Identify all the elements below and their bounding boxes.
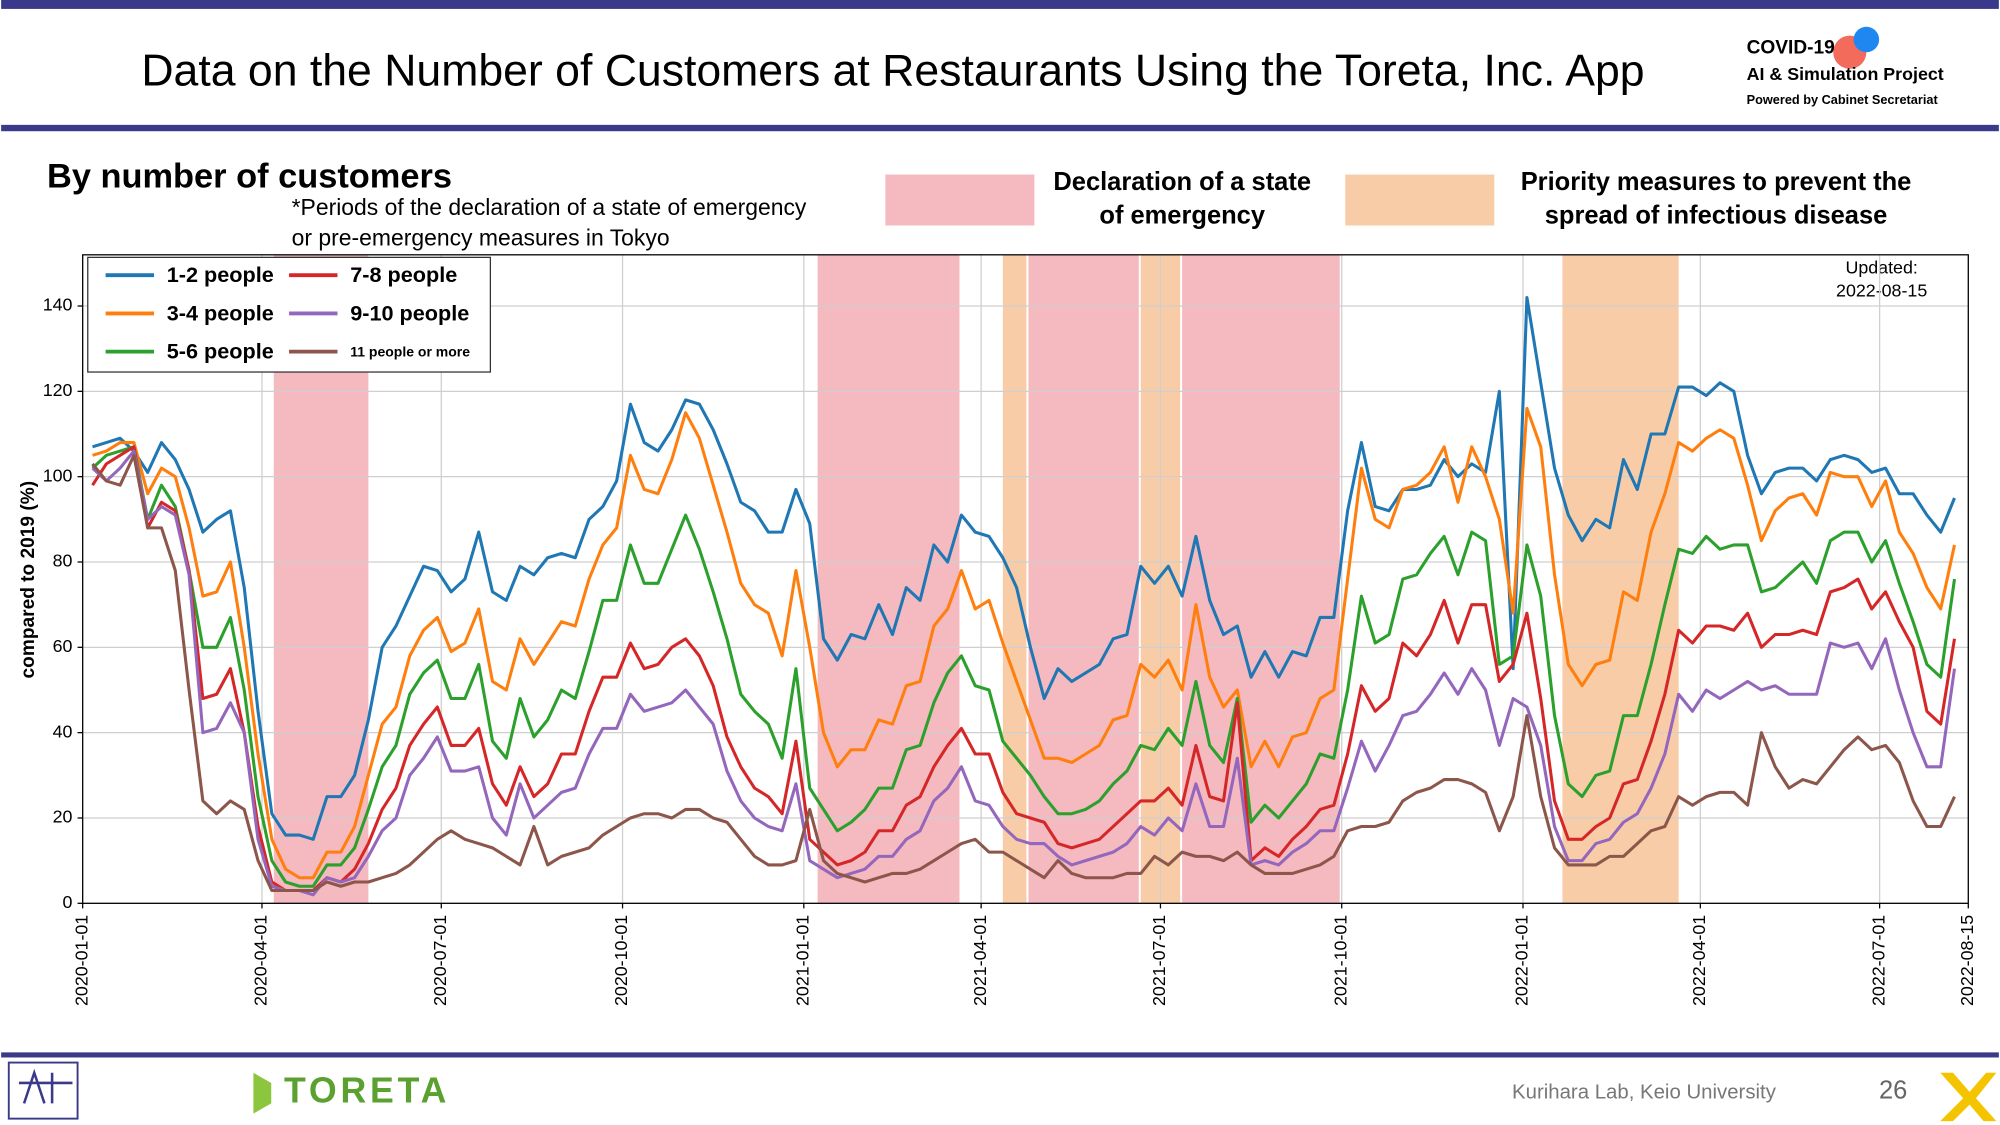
slide-title: Data on the Number of Customers at Resta… [141, 47, 1644, 96]
period-legend-label: Priority measures to prevent the [1521, 168, 1912, 196]
period-legend-swatch [1345, 174, 1495, 226]
series-line [92, 295, 1956, 841]
title-rule [1, 124, 1999, 132]
logo-text: COVID-19 [1747, 37, 1835, 58]
y-axis-label: compared to 2019 (%) [18, 481, 39, 679]
brand-icon [253, 1072, 272, 1114]
series-line [92, 406, 1956, 880]
note: or pre-emergency measures in Tokyo [292, 225, 670, 251]
top-band [1, 0, 1999, 9]
x-tick-label: 2021-10-01 [1330, 915, 1350, 1006]
legend-label: 1-2 people [167, 262, 274, 287]
period-band [817, 254, 960, 904]
x-tick-label: 2022-04-01 [1689, 915, 1709, 1006]
period-band [1028, 254, 1139, 904]
y-tick-label: 40 [53, 721, 73, 741]
logo-dot [1853, 26, 1880, 53]
legend-label: 5-6 people [167, 339, 274, 364]
legend-label: 7-8 people [350, 262, 457, 287]
note: *Periods of the declaration of a state o… [292, 194, 807, 220]
period-legend-label: Declaration of a state [1053, 168, 1311, 196]
x-tick-label: 2020-07-01 [430, 915, 450, 1006]
annotation: Updated: [1845, 258, 1917, 278]
x-tick-label: 2022-01-01 [1512, 915, 1532, 1006]
logo-text: Powered by Cabinet Secretariat [1747, 92, 1939, 107]
legend-label: 9-10 people [350, 300, 469, 325]
footer-rule [1, 1052, 1999, 1058]
y-tick-label: 0 [63, 892, 73, 912]
y-tick-label: 80 [53, 551, 73, 571]
y-tick-label: 20 [53, 807, 73, 827]
x-tick-label: 2021-07-01 [1149, 915, 1169, 1006]
y-tick-label: 60 [53, 636, 73, 656]
annotation: 2022-08-15 [1836, 280, 1927, 300]
legend-label: 11 people or more [350, 344, 470, 360]
x-tick-label: 2021-04-01 [970, 915, 990, 1006]
series-line [91, 453, 1956, 893]
y-tick-label: 120 [43, 380, 73, 400]
period-band [1002, 254, 1027, 904]
series-line [91, 445, 1957, 888]
period-band [1562, 254, 1679, 904]
period-legend-label: of emergency [1099, 201, 1265, 229]
x-tick-label: 2022-08-15 [1957, 915, 1977, 1006]
x-tick-label: 2020-04-01 [251, 915, 271, 1006]
y-tick-label: 100 [43, 465, 73, 485]
series-line [91, 445, 1957, 893]
x-tick-label: 2020-10-01 [611, 915, 631, 1006]
x-logo [1940, 1072, 1997, 1122]
lab-logo [18, 1068, 73, 1104]
logo-text: AI & Simulation Project [1747, 64, 1944, 84]
credit: Kurihara Lab, Keio University [1512, 1082, 1777, 1104]
legend-label: 3-4 people [167, 300, 274, 325]
brand: TORETA [284, 1071, 450, 1111]
plot-frame [82, 254, 1969, 904]
subtitle: By number of customers [47, 157, 452, 195]
x-tick-label: 2022-07-01 [1868, 915, 1888, 1006]
y-tick-label: 140 [43, 295, 73, 315]
page-number: 26 [1879, 1077, 1907, 1105]
lab-logo [7, 1061, 79, 1120]
x-tick-label: 2021-01-01 [793, 915, 813, 1006]
period-legend-swatch [885, 174, 1035, 226]
period-legend-label: spread of infectious disease [1545, 201, 1888, 229]
series-line [91, 449, 1957, 897]
x-tick-label: 2020-01-01 [71, 915, 91, 1006]
